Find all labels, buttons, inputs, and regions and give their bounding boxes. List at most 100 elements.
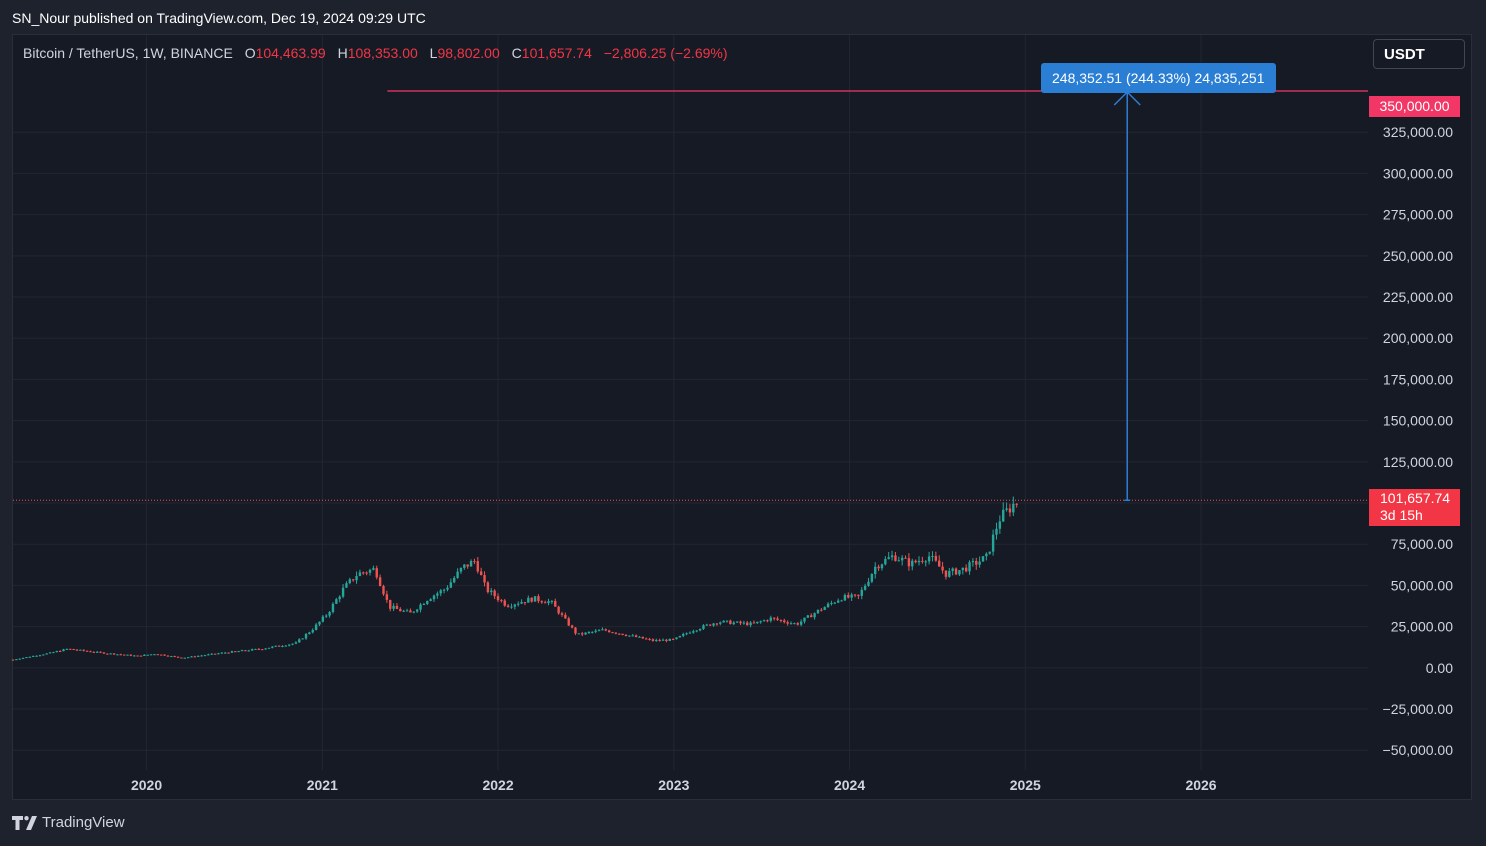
candle-body <box>772 617 776 619</box>
candle-body <box>48 652 52 654</box>
measure-arrow[interactable] <box>1113 90 1141 502</box>
candle-body <box>355 575 358 581</box>
candle-body <box>254 648 257 650</box>
candle-body <box>830 602 833 604</box>
tradingview-logo[interactable]: TradingView <box>12 814 125 831</box>
candle-body <box>954 568 958 575</box>
candle-body <box>237 651 240 653</box>
candle-body <box>671 638 675 640</box>
candle-body <box>432 595 436 600</box>
candle-body <box>55 651 58 653</box>
y-tick-label: 0.00 <box>1426 660 1453 676</box>
candle-body <box>527 597 530 603</box>
candle-body <box>240 650 244 652</box>
candle-body <box>159 654 163 656</box>
candle-body <box>917 560 921 563</box>
candle-body <box>867 581 870 586</box>
candle-body <box>597 630 601 632</box>
candle-body <box>752 622 756 624</box>
candle-body <box>99 651 102 653</box>
candle-body <box>257 648 261 650</box>
y-tick-label: −25,000.00 <box>1383 701 1454 717</box>
candle-body <box>958 570 961 575</box>
candle-body <box>618 633 621 635</box>
candle-body <box>96 651 99 653</box>
candle-body <box>904 557 907 559</box>
measure-label[interactable]: 248,352.51 (244.33%) 24,835,251 <box>1041 63 1276 93</box>
candle-body <box>648 638 651 640</box>
candle-body <box>631 635 634 637</box>
candle-body <box>591 631 594 633</box>
candle-body <box>186 657 190 659</box>
candle-body <box>685 633 688 635</box>
open-value: 104,463.99 <box>255 45 326 61</box>
candle-body <box>968 562 971 572</box>
candle-body <box>32 655 35 657</box>
candle-body <box>796 623 799 625</box>
candle-body <box>395 605 399 609</box>
candle-body <box>853 594 857 596</box>
candle-body <box>564 614 567 619</box>
candle-body <box>729 620 732 625</box>
price-axis[interactable]: 325,000.00 300,000.00 275,000.00 250,000.00… <box>1383 124 1454 758</box>
candle-body <box>587 632 591 634</box>
symbol-title[interactable]: Bitcoin / TetherUS, 1W, BINANCE <box>23 45 233 61</box>
time-axis[interactable]: 2020 2021 2022 2023 2024 2025 2026 <box>131 777 1217 793</box>
candle-body <box>476 561 479 572</box>
candle-body <box>628 635 631 637</box>
candle-body <box>951 568 954 571</box>
y-tick-label: 150,000.00 <box>1383 413 1453 429</box>
candle-body <box>938 560 941 567</box>
candle-body <box>25 657 28 659</box>
candle-body <box>358 572 362 576</box>
candle-body <box>890 555 894 558</box>
candle-body <box>180 657 183 659</box>
candle-body <box>840 600 843 602</box>
candle-body <box>301 638 304 640</box>
candle-body <box>581 633 584 635</box>
candle-body <box>843 595 847 601</box>
candle-body <box>991 534 995 552</box>
candle-body <box>341 587 345 597</box>
candle-body <box>820 609 823 611</box>
x-tick-label: 2023 <box>658 777 689 793</box>
candle-body <box>779 619 783 621</box>
candle-body <box>877 566 880 569</box>
candle-body <box>325 615 328 617</box>
candle-body <box>213 653 217 655</box>
candle-body <box>863 585 867 590</box>
candle-body <box>483 575 486 583</box>
candle-body <box>426 600 429 605</box>
candle-body <box>463 564 466 568</box>
candle-body <box>321 616 325 622</box>
candle-body <box>874 566 877 575</box>
close-label: C <box>511 45 522 61</box>
candle-body <box>493 590 496 597</box>
candle-body <box>79 649 82 651</box>
candle-body <box>550 600 554 602</box>
candle-body <box>261 649 264 651</box>
candle-body <box>163 654 166 656</box>
candle-body <box>668 638 671 641</box>
candle-body <box>490 590 493 593</box>
candle-body <box>193 656 197 658</box>
candle-body <box>52 652 55 654</box>
candle-body <box>719 622 722 624</box>
candle-body <box>1012 503 1015 513</box>
y-tick-label: 250,000.00 <box>1383 248 1453 264</box>
candle-body <box>964 567 968 572</box>
candle-body <box>594 630 597 632</box>
chart-panel[interactable] <box>12 34 1472 800</box>
candle-body <box>816 609 820 614</box>
candle-body <box>419 604 422 610</box>
candle-body <box>826 603 830 608</box>
candle-body <box>38 655 42 657</box>
currency-button[interactable]: USDT <box>1373 39 1465 69</box>
candle-body <box>146 654 149 656</box>
candle-body <box>116 654 119 656</box>
candle-body <box>247 650 250 652</box>
candle-body <box>543 602 547 604</box>
candle-body <box>190 656 193 658</box>
candle-body <box>405 610 409 612</box>
